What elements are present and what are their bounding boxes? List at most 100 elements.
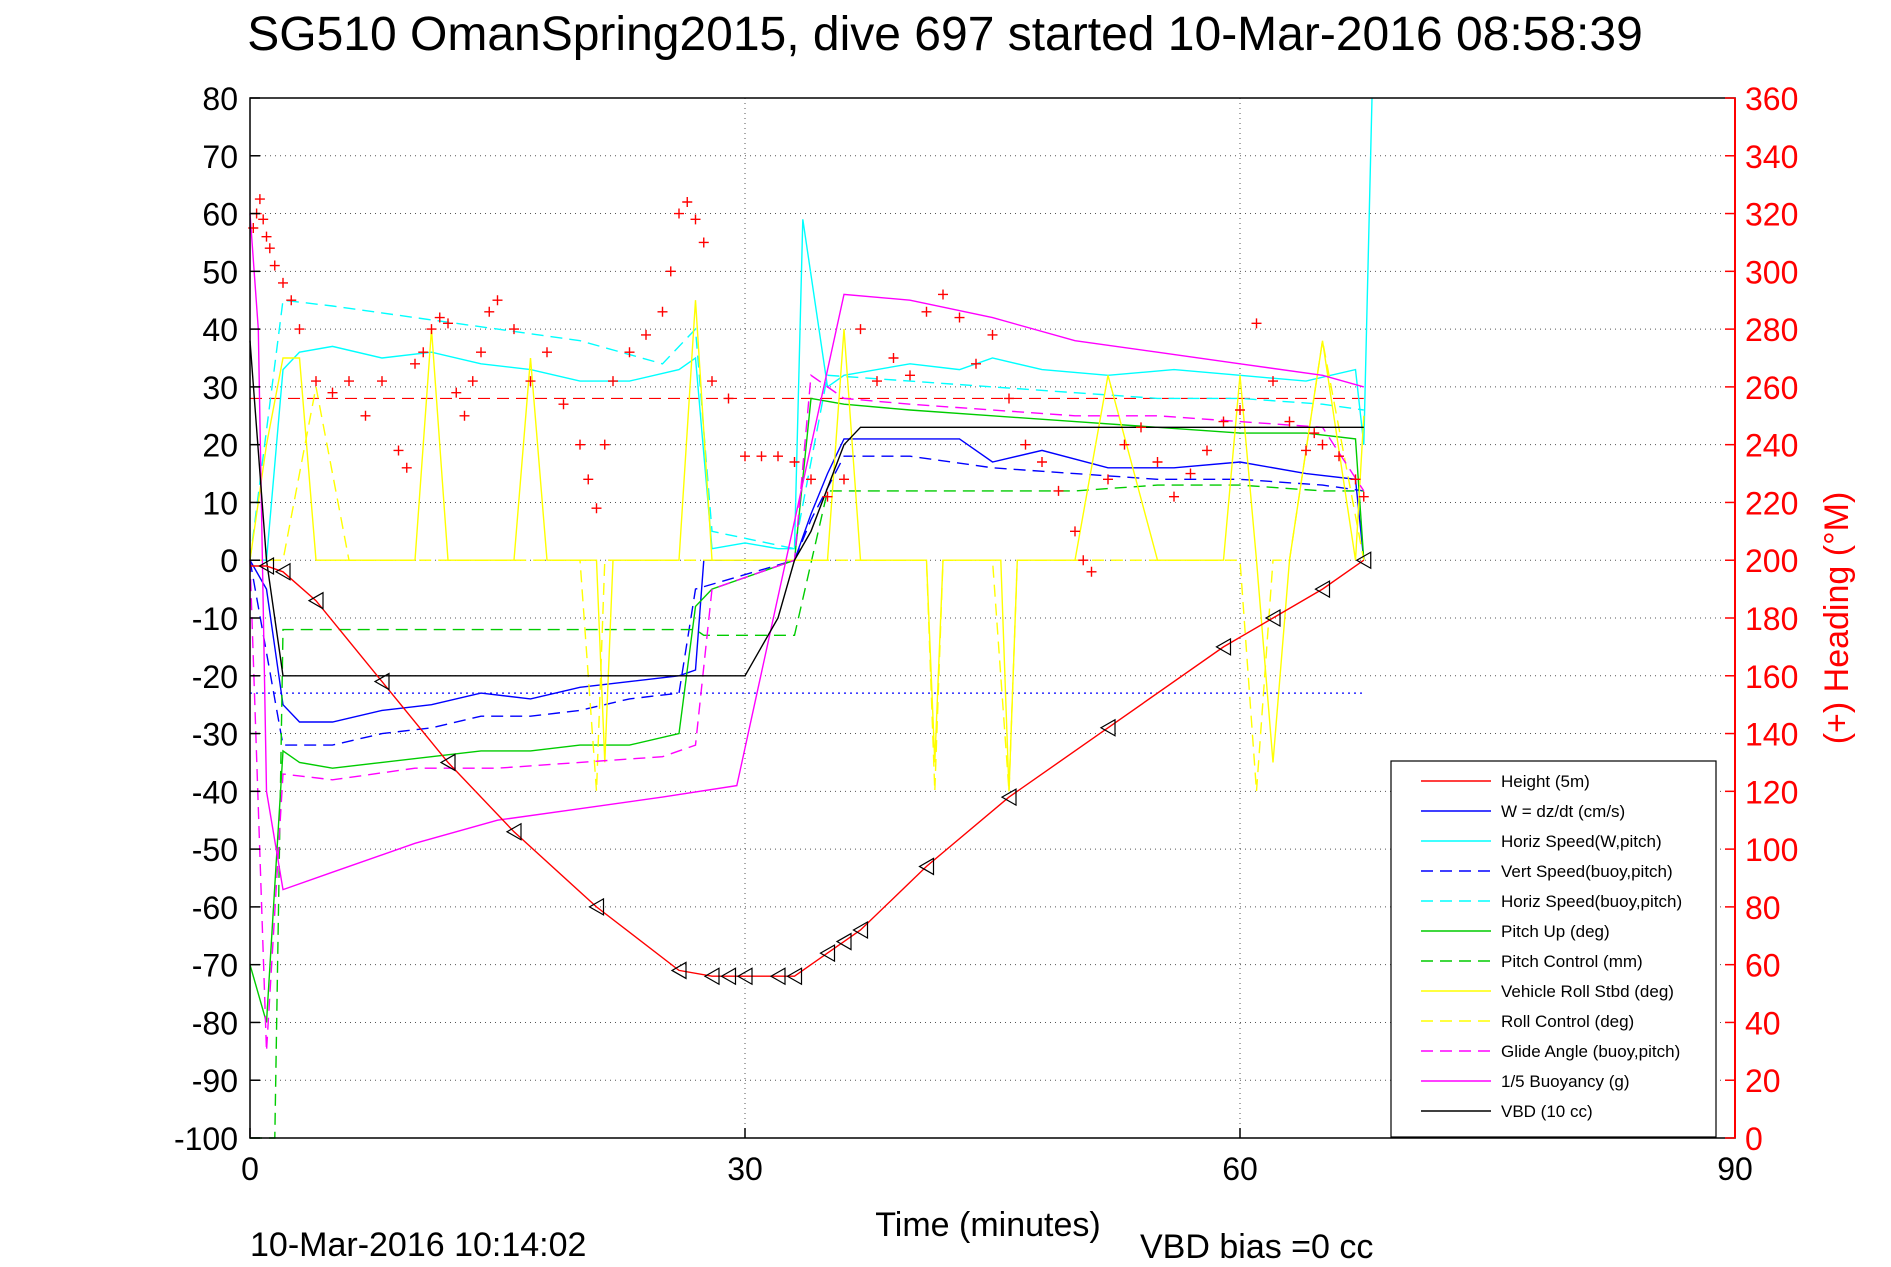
heading-marker bbox=[410, 358, 420, 369]
heading-marker bbox=[467, 376, 478, 387]
height-marker bbox=[1099, 718, 1116, 737]
height-marker bbox=[769, 967, 786, 986]
series-line-0 bbox=[250, 559, 1365, 977]
y-tick-label: 30 bbox=[202, 370, 238, 406]
series-line-11 bbox=[249, 340, 1364, 677]
data-layer bbox=[248, 97, 1373, 1139]
height-marker bbox=[720, 967, 737, 986]
y-tick-label: 20 bbox=[202, 428, 238, 464]
heading-marker bbox=[261, 231, 272, 242]
heading-marker bbox=[294, 324, 305, 335]
x-tick-label: 90 bbox=[1717, 1151, 1753, 1187]
legend-label: Vehicle Roll Stbd (deg) bbox=[1501, 982, 1674, 1001]
y-right-tick-label: 20 bbox=[1745, 1063, 1781, 1099]
heading-marker bbox=[575, 439, 585, 450]
y-right-tick-label: 100 bbox=[1745, 832, 1798, 868]
y-tick-label: 0 bbox=[220, 543, 238, 579]
heading-marker bbox=[393, 445, 404, 456]
heading-marker bbox=[492, 295, 503, 306]
y-right-tick-label: 340 bbox=[1745, 139, 1798, 175]
heading-marker bbox=[987, 329, 998, 340]
legend-label: 1/5 Buoyancy (g) bbox=[1501, 1072, 1630, 1091]
heading-marker bbox=[1020, 439, 1031, 450]
legend-label: Vert Speed(buoy,pitch) bbox=[1501, 862, 1673, 881]
heading-marker bbox=[1086, 566, 1097, 577]
x-tick-label: 0 bbox=[241, 1151, 259, 1187]
heading-marker bbox=[888, 353, 899, 363]
footer-timestamp: 10-Mar-2016 10:14:02 bbox=[250, 1226, 586, 1262]
series-line-2 bbox=[250, 97, 1373, 561]
heading-marker bbox=[822, 491, 833, 502]
series-line-9 bbox=[249, 374, 1365, 1052]
heading-marker bbox=[1119, 439, 1130, 450]
height-marker bbox=[1215, 637, 1232, 656]
series-line-3 bbox=[249, 455, 1364, 746]
heading-marker bbox=[608, 376, 618, 387]
y-right-tick-label: 240 bbox=[1745, 428, 1798, 464]
y-right-tick-label: 320 bbox=[1745, 197, 1798, 233]
heading-marker bbox=[921, 306, 932, 317]
y-tick-label: -40 bbox=[192, 774, 238, 810]
heading-marker bbox=[806, 474, 816, 485]
heading-marker bbox=[872, 376, 882, 387]
heading-marker bbox=[1218, 416, 1229, 427]
y-right-tick-label: 120 bbox=[1745, 774, 1798, 810]
legend-label: VBD (10 cc) bbox=[1501, 1102, 1593, 1121]
heading-marker bbox=[690, 214, 701, 225]
y-tick-label: -50 bbox=[192, 832, 238, 868]
y-tick-label: 70 bbox=[202, 139, 238, 175]
heading-marker bbox=[641, 329, 651, 340]
legend-box bbox=[1390, 760, 1717, 1138]
heading-marker bbox=[1078, 555, 1089, 566]
heading-marker bbox=[459, 410, 470, 421]
x-axis-label: Time (minutes) bbox=[875, 1206, 1100, 1244]
legend-label: Height (5m) bbox=[1501, 772, 1590, 791]
y-tick-label: -70 bbox=[192, 948, 238, 984]
y-tick-label: 40 bbox=[202, 312, 238, 348]
heading-marker bbox=[484, 306, 495, 317]
y-tick-label: -80 bbox=[192, 1005, 238, 1041]
heading-marker bbox=[698, 237, 709, 248]
heading-marker bbox=[839, 474, 849, 485]
legend-label: Roll Control (deg) bbox=[1501, 1012, 1634, 1031]
legend-label: W = dz/dt (cm/s) bbox=[1501, 802, 1625, 821]
heading-marker bbox=[789, 457, 800, 467]
heading-marker bbox=[558, 399, 569, 410]
heading-marker bbox=[278, 277, 288, 288]
heading-marker bbox=[418, 347, 429, 358]
heading-marker bbox=[599, 439, 610, 450]
heading-marker bbox=[525, 376, 536, 387]
series-line-10 bbox=[249, 213, 1364, 891]
heading-marker bbox=[657, 306, 668, 317]
heading-marker bbox=[674, 208, 684, 219]
heading-marker bbox=[426, 324, 437, 335]
heading-marker bbox=[1037, 457, 1047, 467]
y-right-tick-label: 60 bbox=[1745, 948, 1781, 984]
footer-vbd-bias: VBD bias =0 cc bbox=[1140, 1228, 1373, 1262]
height-marker bbox=[835, 932, 852, 951]
heading-marker bbox=[756, 451, 767, 462]
heading-marker bbox=[401, 462, 412, 473]
height-marker bbox=[1314, 580, 1331, 599]
heading-marker bbox=[258, 214, 269, 225]
heading-marker bbox=[1202, 445, 1212, 456]
series-line-4 bbox=[249, 299, 1364, 561]
heading-marker bbox=[1268, 376, 1278, 387]
heading-marker bbox=[1309, 428, 1320, 439]
heading-marker bbox=[1185, 468, 1196, 479]
y-right-tick-label: 80 bbox=[1745, 890, 1781, 926]
heading-marker bbox=[1251, 318, 1262, 329]
heading-marker bbox=[344, 376, 354, 387]
heading-marker bbox=[773, 451, 783, 462]
chart-title: SG510 OmanSpring2015, dive 697 started 1… bbox=[247, 8, 1643, 61]
height-marker bbox=[588, 897, 605, 916]
heading-marker bbox=[286, 295, 297, 306]
height-marker bbox=[505, 822, 522, 841]
heading-marker bbox=[509, 324, 519, 335]
heading-marker bbox=[1169, 491, 1179, 502]
y-right-tick-label: 180 bbox=[1745, 601, 1798, 637]
heading-marker bbox=[1301, 445, 1311, 456]
heading-marker bbox=[1284, 416, 1295, 427]
